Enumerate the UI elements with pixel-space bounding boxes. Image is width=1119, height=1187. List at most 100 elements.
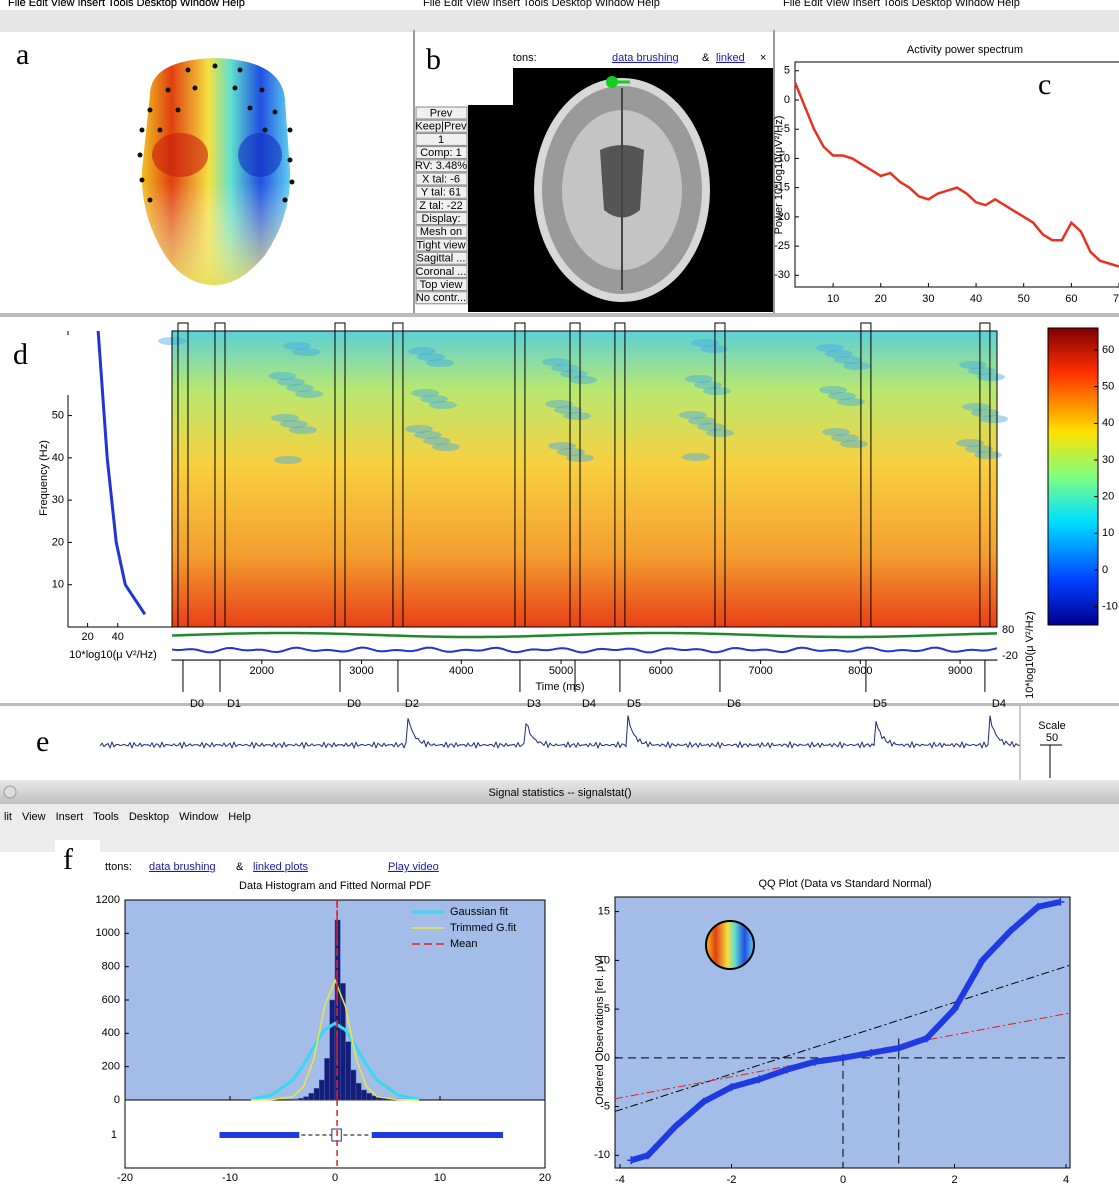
link[interactable]: data brushing [149,861,216,873]
x-axis-label: 10*log10(μ V²/Hz) [69,649,157,661]
spectrogram-texture [682,453,710,461]
y-tick-label: 1200 [96,894,120,906]
link[interactable]: Play video [388,861,439,873]
link[interactable]: linked [716,52,745,64]
panel-label: a [16,38,29,71]
divider [0,703,1119,706]
spectrogram-texture [411,389,439,397]
window-title: Signal statistics -- signalstat() [488,787,631,799]
side-button-label: Keep|Prev [415,121,467,133]
y-tick-label: -25 [774,240,790,252]
toolbar [0,10,1119,32]
event-label: D2 [405,698,419,710]
legend-label: Mean [450,938,478,950]
colorbar-tick-label: -10 [1102,601,1118,613]
y-tick-label: 15 [598,906,610,918]
colorbar-tick-label: 20 [1102,491,1114,503]
histogram-bar [346,1042,351,1100]
menu-item[interactable]: Tools [93,811,119,823]
histogram-bar [293,1099,298,1100]
menu-bar: File Edit View Insert Tools Desktop Wind… [8,0,245,9]
erp-tick-label: 80 [1002,624,1014,636]
scale-value: 50 [1046,732,1058,744]
side-button-label: Tight view [416,239,465,251]
histogram-bar [319,1080,324,1100]
link[interactable]: data brushing [612,52,679,64]
amp: & [236,861,244,873]
chart-title: Activity power spectrum [907,44,1023,56]
menu-bar: File Edit View Insert Tools Desktop Wind… [423,0,660,9]
menu-item[interactable]: Insert [56,811,84,823]
x-tick-label: -20 [117,1172,133,1184]
spectrogram-texture [274,456,302,464]
colorbar-tick-label: 40 [1102,417,1114,429]
side-button-label: Prev [430,107,453,119]
x-tick-label: 2 [951,1174,957,1186]
colorbar-tick-label: 60 [1102,344,1114,356]
close-button[interactable]: × [760,52,766,64]
erp-axis-label: 10*log10(μ V²/Hz) [1024,611,1036,699]
side-button-label: 1 [438,134,444,146]
side-button-label: Coronal ... [416,266,467,278]
panel-label: f [63,843,73,876]
x-tick-label: 40 [112,631,124,643]
panel-label: c [1038,68,1051,101]
x-tick-label: 4000 [449,665,473,677]
x-tick-label: 70 [1113,293,1119,305]
x-tick-label: 40 [970,293,982,305]
link[interactable]: linked plots [253,861,309,873]
x-tick-label: 20 [539,1172,551,1184]
menu-item[interactable]: View [22,811,46,823]
y-tick-label: 10 [52,579,64,591]
colorbar-tick-label: 0 [1102,564,1108,576]
x-tick-label: 30 [922,293,934,305]
event-label: D1 [227,698,241,710]
menu-item[interactable]: Desktop [129,811,169,823]
spectrogram-texture [679,411,707,419]
toolbar-hint: ttons: [105,861,132,873]
x-tick-label: -10 [222,1172,238,1184]
spectrogram-texture [545,400,573,408]
histogram-bar [356,1083,361,1100]
event-label: D6 [727,698,741,710]
event-label: D0 [190,698,204,710]
x-tick-label: 6000 [649,665,673,677]
spectrogram-texture [405,425,433,433]
histogram-bar [351,1070,356,1100]
legend-label: Gaussian fit [450,906,508,918]
outlier-range [372,1132,503,1138]
histogram-bar [304,1097,309,1100]
scalp-map-icon [706,921,754,969]
side-button-label: Comp: 1 [420,147,462,159]
x-tick-label: -4 [615,1174,625,1186]
x-tick-label: 60 [1065,293,1077,305]
chart-title: QQ Plot (Data vs Standard Normal) [758,878,931,890]
window-button[interactable] [4,786,16,798]
legend-label: Trimmed G.fit [450,922,516,934]
side-button-label: Sagittal ... [417,253,466,265]
y-tick-label: 400 [102,1027,120,1039]
y-tick-label: 800 [102,961,120,973]
colorbar-tick-label: 30 [1102,454,1114,466]
menu-item[interactable]: lit [4,811,12,823]
panel-label: b [426,43,441,76]
side-button-label: Z tal: -22 [419,200,462,212]
histogram-bar [330,1000,335,1100]
colorbar [1048,328,1098,625]
x-tick-label: 7000 [748,665,772,677]
histogram-bar [325,1058,330,1100]
y-tick-label: 40 [52,452,64,464]
event-label: D4 [582,698,596,710]
menu-bar: File Edit View Insert Tools Desktop Wind… [783,0,1020,9]
outlier-range [220,1132,300,1138]
y-tick-label: -10 [594,1149,610,1161]
histogram-bar [367,1093,372,1100]
spectrogram-texture [268,372,296,380]
y-axis-label: Power 10*log10(μV²/Hz) [773,116,785,235]
x-tick-label: -2 [727,1174,737,1186]
histogram-bar [298,1098,303,1100]
x-tick-label: 3000 [349,665,373,677]
menu-item[interactable]: Window [179,811,218,823]
menu-item[interactable]: Help [228,811,251,823]
x-tick-label: 20 [875,293,887,305]
